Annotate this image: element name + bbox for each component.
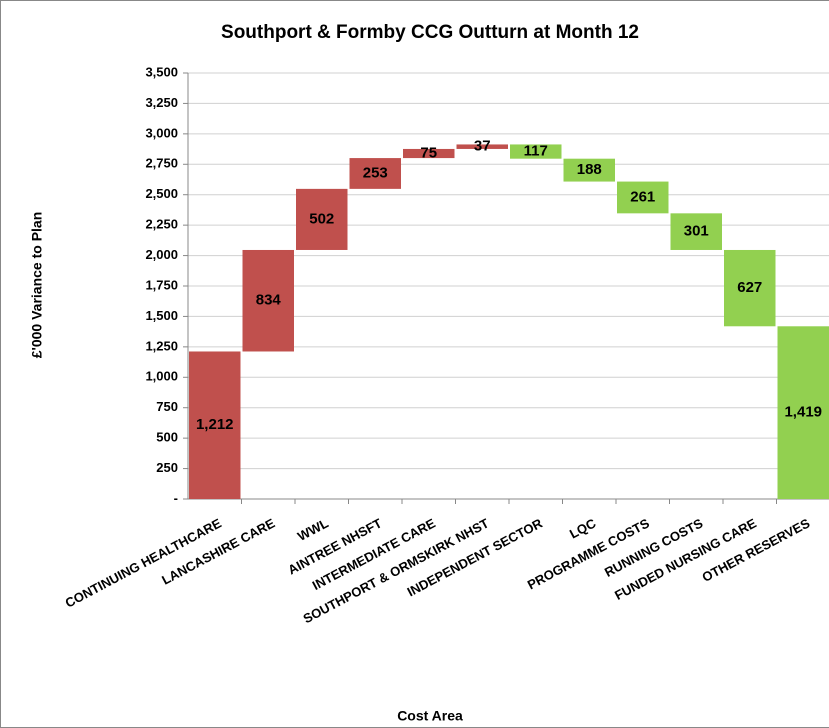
value-label: 261 [630, 188, 655, 205]
y-tick-label: 500 [156, 430, 178, 445]
y-tick-label: 1,000 [145, 369, 178, 384]
y-tick-label: 250 [156, 460, 178, 475]
value-label: 75 [420, 144, 437, 161]
value-label: 301 [684, 223, 709, 240]
bar [617, 181, 669, 214]
y-tick-label: 1,250 [145, 338, 178, 353]
value-label: 1,212 [196, 416, 234, 433]
bar [189, 351, 241, 499]
y-tick-label: - [174, 490, 178, 505]
value-label: 834 [256, 292, 282, 309]
value-label: 188 [577, 161, 602, 178]
value-label: 253 [363, 164, 388, 181]
value-label: 37 [474, 138, 491, 155]
y-tick-label: 1,750 [145, 277, 178, 292]
bar [563, 158, 615, 182]
chart-title: Southport & Formby CCG Outturn at Month … [221, 22, 639, 43]
bar [777, 326, 829, 499]
y-tick-label: 2,000 [145, 247, 178, 262]
bar [242, 249, 294, 352]
bar [724, 249, 776, 327]
bar [456, 144, 508, 149]
bar [510, 144, 562, 159]
y-tick-label: 1,500 [145, 308, 178, 323]
y-tick-label: 2,750 [145, 156, 178, 171]
y-tick-label: 3,250 [145, 95, 178, 110]
bar [349, 158, 401, 189]
bar [403, 148, 455, 159]
x-axis-title: Cost Area [397, 708, 463, 724]
value-label: 502 [309, 210, 334, 227]
value-label: 627 [737, 279, 762, 296]
y-tick-label: 3,500 [145, 64, 178, 79]
y-axis-title: £'000 Variance to Plan [29, 212, 45, 359]
y-tick-label: 750 [156, 399, 178, 414]
y-tick-label: 2,250 [145, 217, 178, 232]
value-label: 117 [524, 143, 548, 160]
y-tick-label: 3,000 [145, 125, 178, 140]
y-tick-label: 2,500 [145, 186, 178, 201]
value-label: 1,419 [784, 404, 822, 421]
bar [670, 213, 722, 250]
bar [296, 188, 348, 250]
